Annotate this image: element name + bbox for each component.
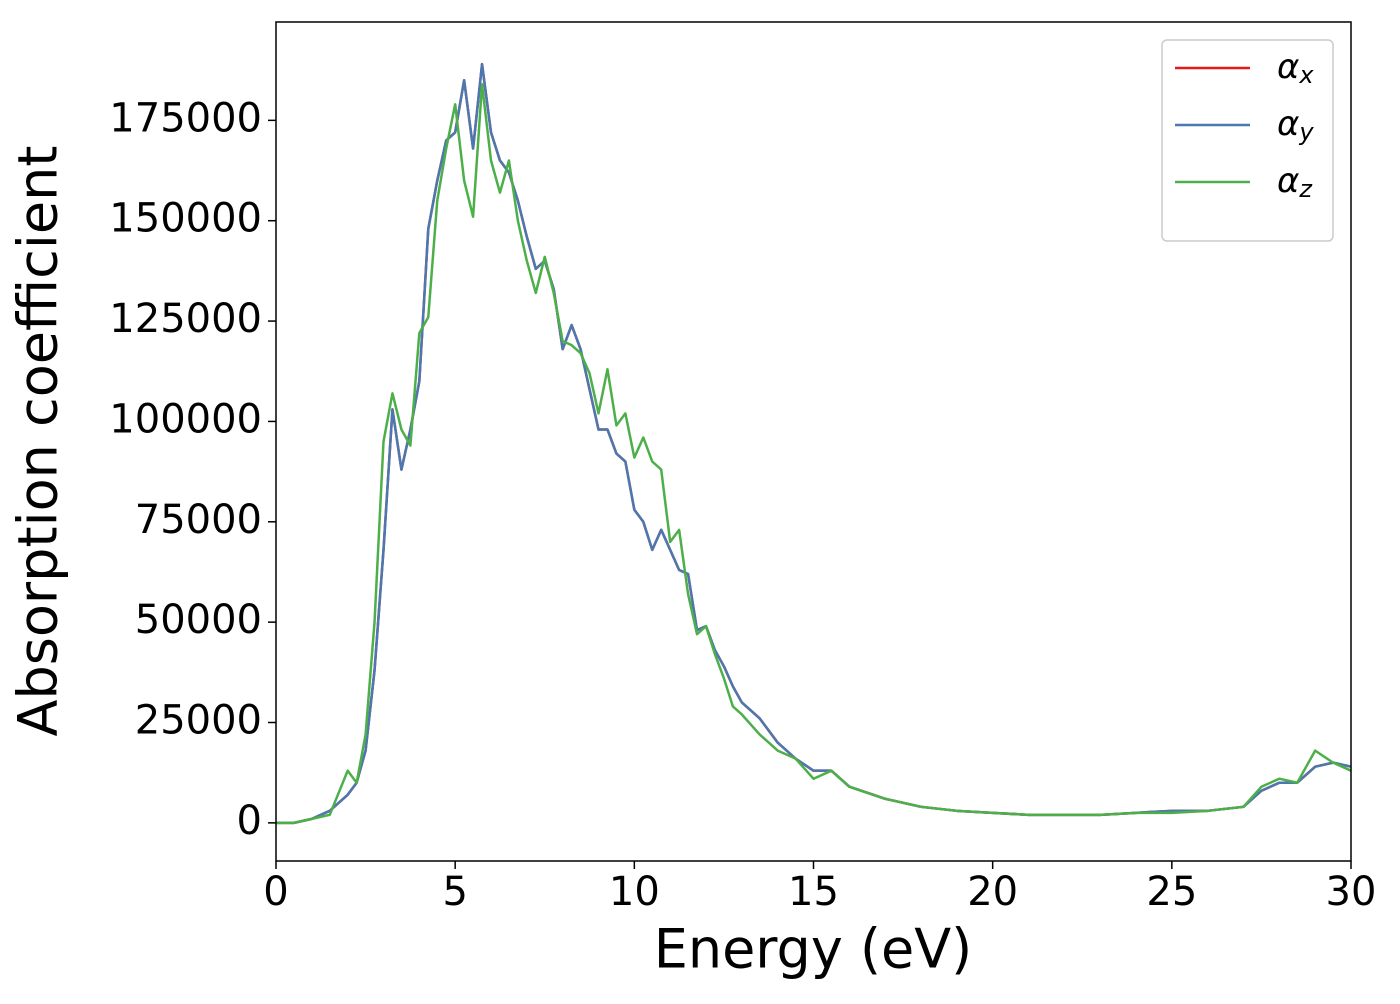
y-tick-label: 50000 (135, 597, 262, 643)
series-line (276, 82, 1351, 825)
y-tick-label: 100000 (109, 396, 262, 442)
x-tick-label: 30 (1326, 869, 1377, 915)
legend-text: αy (1277, 104, 1314, 147)
x-tick-label: 25 (1146, 869, 1197, 915)
x-axis-label: Energy (eV) (654, 918, 973, 981)
y-tick-label: 125000 (109, 296, 262, 342)
legend-text: αz (1277, 161, 1313, 204)
x-tick-label: 5 (442, 869, 467, 915)
legend-box (1161, 39, 1334, 242)
y-tick-label: 25000 (135, 698, 262, 744)
x-tick-label: 0 (263, 869, 288, 915)
y-axis-label: Absorption coefficient (7, 146, 70, 737)
y-tick-label: 150000 (109, 196, 262, 242)
plot-frame (275, 21, 1352, 862)
x-tick-label: 15 (788, 869, 839, 915)
x-tick-label: 10 (609, 869, 660, 915)
legend-text: αx (1277, 47, 1314, 90)
y-tick-label: 0 (237, 798, 262, 844)
y-tick-label: 175000 (109, 95, 262, 141)
x-tick-label: 20 (967, 869, 1018, 915)
y-tick-label: 75000 (135, 497, 262, 543)
